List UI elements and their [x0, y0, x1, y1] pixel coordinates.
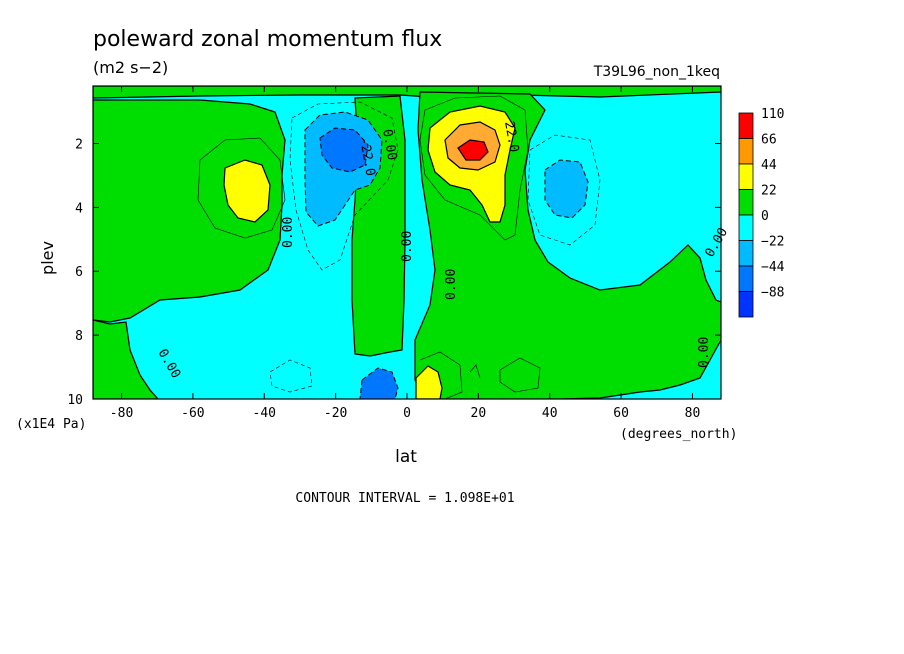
y-tick-label: 4: [75, 201, 83, 216]
contour-interval-note: CONTOUR INTERVAL = 1.098E+01: [295, 491, 514, 506]
band-neg22-44-north: [544, 159, 589, 219]
x-tick-label: 60: [613, 406, 629, 421]
x-axis: -80 -60 -40 -20 0 20 40 60 80: [110, 86, 700, 421]
positive-region-lower-left: [93, 319, 159, 399]
contour-label: 0.00: [444, 269, 459, 300]
x-tick-label: -60: [181, 406, 204, 421]
colorbar-swatch: [738, 138, 754, 165]
y-axis-units: (x1E4 Pa): [16, 417, 86, 432]
band-neg22-44-lower: [359, 367, 399, 399]
chart-units: (m2 s−2): [93, 58, 168, 77]
x-tick-label: 80: [685, 406, 701, 421]
y-axis-label: plev: [38, 241, 57, 275]
contour-label: 0.00: [379, 128, 399, 161]
colorbar-swatch: [738, 265, 754, 292]
colorbar-label: 22: [761, 184, 777, 199]
x-tick-label: -80: [110, 406, 133, 421]
band-22-44-north-lower: [415, 365, 443, 399]
contour-line: [289, 101, 399, 271]
contour-line: [269, 359, 313, 393]
chart-title: poleward zonal momentum flux: [93, 27, 442, 52]
contour-line: [419, 351, 481, 399]
run-label: T39L96_non_1keq: [593, 64, 720, 80]
y-tick-label: 2: [75, 137, 83, 152]
contour-label: 22.0: [501, 120, 521, 153]
colorbar-swatch: [738, 112, 754, 139]
contour-label: 0.00: [697, 337, 712, 368]
x-tick-label: -40: [253, 406, 276, 421]
colorbar-swatch: [738, 291, 754, 318]
positive-region-south: [93, 99, 286, 323]
band-neg44-88-south: [319, 127, 369, 173]
contour-line: [419, 95, 529, 241]
colorbar-label: −22: [761, 235, 784, 250]
colorbar-label: 110: [761, 107, 784, 122]
x-axis-units: (degrees_north): [620, 427, 737, 442]
colorbar-label: −88: [761, 286, 784, 301]
x-axis-label: lat: [395, 447, 417, 467]
contour-label: -22.0: [356, 136, 378, 177]
band-22-44-south: [223, 159, 271, 223]
y-tick-label: 6: [75, 265, 83, 280]
colorbar-swatch: [738, 240, 754, 267]
contour-label: 0.00: [281, 217, 296, 248]
plot-area: 0.00 0.00 0.00 0.00 0.00 0.00 0.00 -22.0…: [92, 85, 731, 400]
colorbar-swatch: [738, 214, 754, 241]
colorbar-label: 66: [761, 133, 777, 148]
x-tick-label: 40: [542, 406, 558, 421]
colorbar-label: 44: [761, 158, 777, 173]
colorbar-swatch: [738, 163, 754, 190]
colorbar-swatch: [738, 189, 754, 216]
x-tick-label: -20: [324, 406, 347, 421]
band-66-110-north: [457, 139, 489, 161]
contour-line: [197, 137, 286, 239]
contour-label: 0.00: [400, 231, 415, 262]
y-axis: 2 4 6 8 10: [67, 137, 721, 408]
colorbar-label: 0: [761, 209, 769, 224]
x-tick-label: 0: [403, 406, 411, 421]
colorbar-label: −44: [761, 260, 785, 275]
y-tick-label: 10: [67, 393, 83, 408]
y-tick-label: 8: [75, 329, 83, 344]
colorbar-legend: 110 66 44 22 0 −22 −44 −88: [738, 107, 785, 318]
contour-line: [527, 134, 601, 246]
contour-line: [499, 357, 541, 393]
x-tick-label: 20: [471, 406, 487, 421]
